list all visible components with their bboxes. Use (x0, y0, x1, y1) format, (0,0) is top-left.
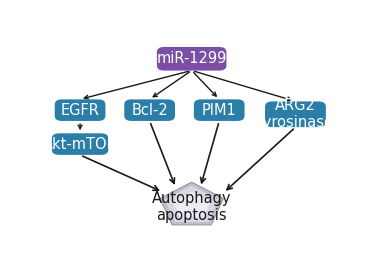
FancyBboxPatch shape (265, 101, 326, 127)
FancyBboxPatch shape (194, 99, 245, 121)
Text: PIM1: PIM1 (202, 103, 237, 118)
Text: EGFR: EGFR (61, 103, 99, 118)
FancyBboxPatch shape (55, 99, 105, 121)
Text: miR-1299: miR-1299 (156, 51, 227, 66)
Polygon shape (173, 192, 211, 217)
FancyBboxPatch shape (124, 99, 175, 121)
Text: ARG2
tyrosinase: ARG2 tyrosinase (257, 98, 334, 131)
Polygon shape (165, 186, 219, 222)
Polygon shape (160, 182, 223, 225)
FancyBboxPatch shape (157, 47, 227, 70)
Text: Akt-mTOR: Akt-mTOR (43, 137, 117, 152)
FancyBboxPatch shape (52, 133, 108, 155)
Text: Autophagy
apoptosis: Autophagy apoptosis (152, 191, 232, 223)
Text: Bcl-2: Bcl-2 (131, 103, 168, 118)
